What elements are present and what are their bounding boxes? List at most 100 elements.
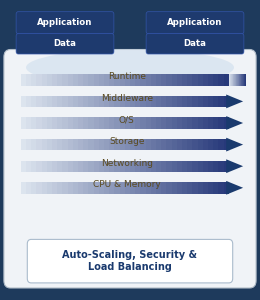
Polygon shape <box>208 160 213 172</box>
Polygon shape <box>135 182 140 194</box>
Polygon shape <box>104 96 109 107</box>
Polygon shape <box>36 182 42 194</box>
Polygon shape <box>114 117 120 129</box>
Polygon shape <box>68 74 73 85</box>
Polygon shape <box>151 96 156 107</box>
Polygon shape <box>104 74 109 85</box>
Text: Auto-Scaling, Security &
Load Balancing: Auto-Scaling, Security & Load Balancing <box>62 250 198 272</box>
Polygon shape <box>57 139 62 150</box>
Polygon shape <box>21 182 26 194</box>
Polygon shape <box>208 74 213 85</box>
Polygon shape <box>224 74 229 85</box>
Polygon shape <box>26 96 31 107</box>
Text: Middleware: Middleware <box>101 94 153 103</box>
Polygon shape <box>187 160 192 172</box>
Polygon shape <box>42 160 47 172</box>
Polygon shape <box>161 96 166 107</box>
Polygon shape <box>135 74 140 85</box>
Polygon shape <box>166 182 172 194</box>
Polygon shape <box>231 74 232 85</box>
Polygon shape <box>172 96 177 107</box>
Polygon shape <box>47 117 52 129</box>
Polygon shape <box>239 74 240 85</box>
Polygon shape <box>99 96 104 107</box>
Polygon shape <box>78 160 83 172</box>
Polygon shape <box>224 96 229 107</box>
Polygon shape <box>172 160 177 172</box>
Polygon shape <box>156 139 161 150</box>
Polygon shape <box>42 96 47 107</box>
Polygon shape <box>243 74 244 85</box>
Polygon shape <box>213 160 218 172</box>
Polygon shape <box>226 181 243 195</box>
Polygon shape <box>146 139 151 150</box>
Polygon shape <box>233 74 234 85</box>
Polygon shape <box>230 74 231 85</box>
Polygon shape <box>140 117 146 129</box>
Polygon shape <box>192 117 198 129</box>
Polygon shape <box>94 139 99 150</box>
Polygon shape <box>78 74 83 85</box>
Polygon shape <box>224 139 229 150</box>
Polygon shape <box>120 182 125 194</box>
Polygon shape <box>62 139 68 150</box>
Polygon shape <box>125 160 130 172</box>
Polygon shape <box>21 74 26 85</box>
Polygon shape <box>213 117 218 129</box>
Polygon shape <box>130 182 135 194</box>
Polygon shape <box>68 117 73 129</box>
Polygon shape <box>130 139 135 150</box>
Polygon shape <box>234 74 235 85</box>
Polygon shape <box>161 74 166 85</box>
Polygon shape <box>151 160 156 172</box>
Polygon shape <box>151 74 156 85</box>
Polygon shape <box>125 74 130 85</box>
Polygon shape <box>68 96 73 107</box>
Polygon shape <box>31 74 36 85</box>
Polygon shape <box>109 96 114 107</box>
Polygon shape <box>57 74 62 85</box>
Polygon shape <box>83 96 88 107</box>
Polygon shape <box>120 139 125 150</box>
Polygon shape <box>146 117 151 129</box>
Polygon shape <box>198 182 203 194</box>
Polygon shape <box>192 139 198 150</box>
Polygon shape <box>68 139 73 150</box>
Polygon shape <box>36 160 42 172</box>
Polygon shape <box>73 74 78 85</box>
Polygon shape <box>203 139 208 150</box>
Text: Application: Application <box>167 18 223 27</box>
Polygon shape <box>26 74 31 85</box>
Polygon shape <box>172 139 177 150</box>
Polygon shape <box>104 117 109 129</box>
Polygon shape <box>114 96 120 107</box>
Text: Data: Data <box>54 39 76 48</box>
Polygon shape <box>218 117 224 129</box>
Polygon shape <box>120 117 125 129</box>
Polygon shape <box>26 182 31 194</box>
Ellipse shape <box>26 50 234 86</box>
Polygon shape <box>172 117 177 129</box>
Polygon shape <box>218 160 224 172</box>
Polygon shape <box>88 74 94 85</box>
Text: Runtime: Runtime <box>108 72 146 81</box>
Polygon shape <box>94 117 99 129</box>
Polygon shape <box>62 74 68 85</box>
Polygon shape <box>224 117 229 129</box>
Polygon shape <box>242 74 243 85</box>
Polygon shape <box>140 139 146 150</box>
Polygon shape <box>99 182 104 194</box>
Polygon shape <box>151 117 156 129</box>
Polygon shape <box>78 182 83 194</box>
Polygon shape <box>146 160 151 172</box>
Polygon shape <box>238 74 239 85</box>
Polygon shape <box>109 160 114 172</box>
Polygon shape <box>182 96 187 107</box>
Polygon shape <box>125 182 130 194</box>
Polygon shape <box>161 139 166 150</box>
Polygon shape <box>166 96 172 107</box>
Polygon shape <box>88 139 94 150</box>
Polygon shape <box>47 96 52 107</box>
Polygon shape <box>36 139 42 150</box>
Polygon shape <box>187 74 192 85</box>
